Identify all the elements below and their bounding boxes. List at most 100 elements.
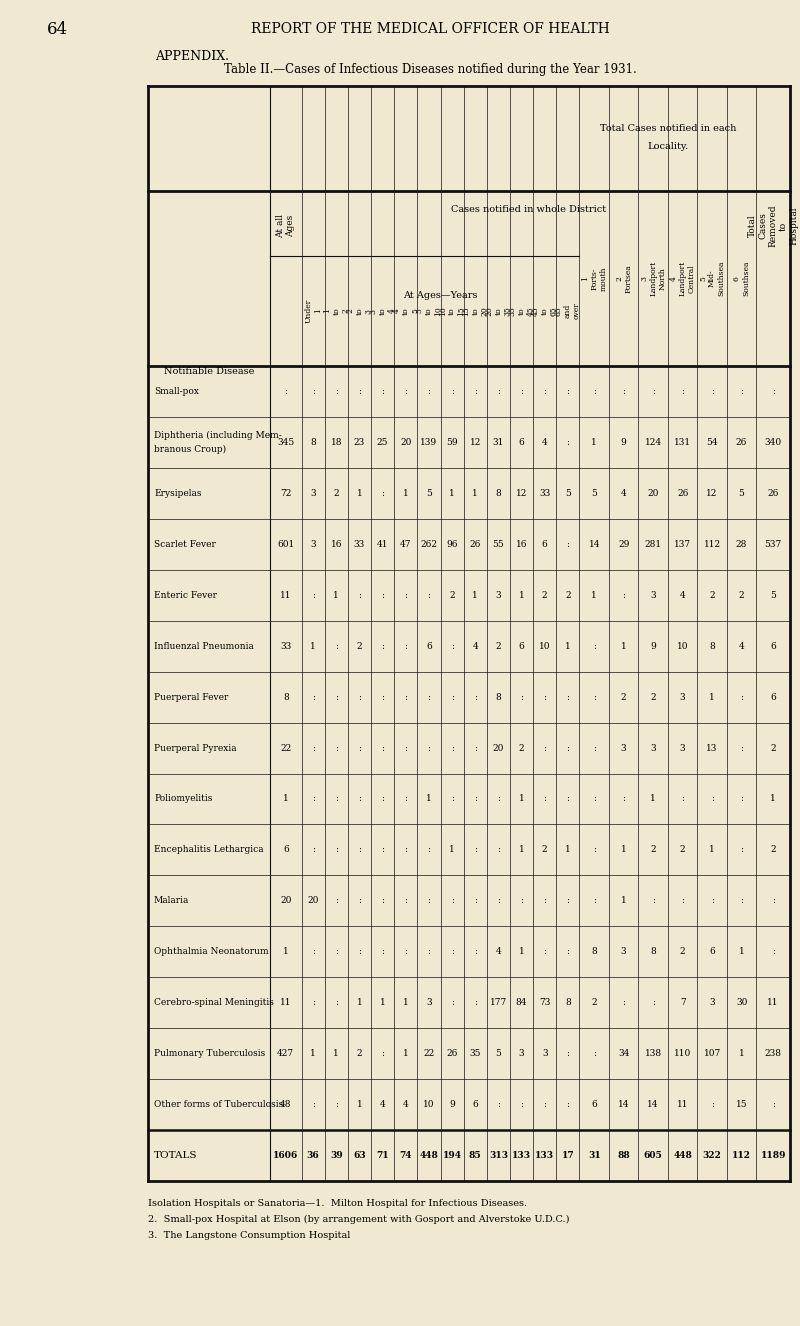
Text: Influenzal Pneumonia: Influenzal Pneumonia xyxy=(154,642,254,651)
Text: 5: 5 xyxy=(495,1049,502,1058)
Text: 15: 15 xyxy=(736,1101,747,1109)
Text: :: : xyxy=(312,1101,314,1109)
Text: 5
to
10: 5 to 10 xyxy=(416,306,442,316)
Text: 6: 6 xyxy=(518,642,525,651)
Text: 33: 33 xyxy=(354,540,365,549)
Text: :: : xyxy=(312,947,314,956)
Text: :: : xyxy=(450,794,454,804)
Text: :: : xyxy=(543,744,546,753)
Text: 3.  The Langstone Consumption Hospital: 3. The Langstone Consumption Hospital xyxy=(148,1231,350,1240)
Text: 4: 4 xyxy=(738,642,745,651)
Text: 63: 63 xyxy=(353,1151,366,1160)
Text: :: : xyxy=(543,387,546,396)
Text: 340: 340 xyxy=(765,438,782,447)
Text: 4: 4 xyxy=(542,438,548,447)
Text: :: : xyxy=(681,387,684,396)
Text: 1: 1 xyxy=(403,998,409,1008)
Text: 6: 6 xyxy=(591,1101,597,1109)
Text: 3: 3 xyxy=(518,1049,524,1058)
Text: 59: 59 xyxy=(446,438,458,447)
Text: :: : xyxy=(543,896,546,906)
Text: 448: 448 xyxy=(419,1151,438,1160)
Text: 1: 1 xyxy=(357,489,362,497)
Text: 31: 31 xyxy=(493,438,504,447)
Text: :: : xyxy=(622,387,625,396)
Text: 8: 8 xyxy=(495,489,502,497)
Text: 11: 11 xyxy=(280,998,291,1008)
Text: 3: 3 xyxy=(496,590,502,599)
Text: 9: 9 xyxy=(621,438,626,447)
Text: 1: 1 xyxy=(357,1101,362,1109)
Text: 124: 124 xyxy=(645,438,662,447)
Text: 4: 4 xyxy=(380,1101,386,1109)
Text: 313: 313 xyxy=(489,1151,508,1160)
Text: :: : xyxy=(740,387,743,396)
Text: :: : xyxy=(520,387,523,396)
Text: REPORT OF THE MEDICAL OFFICER OF HEALTH: REPORT OF THE MEDICAL OFFICER OF HEALTH xyxy=(250,23,610,36)
Text: 138: 138 xyxy=(645,1049,662,1058)
Text: 20
to
35: 20 to 35 xyxy=(486,306,512,316)
Text: 10: 10 xyxy=(423,1101,434,1109)
Text: :: : xyxy=(427,692,430,701)
Text: :: : xyxy=(474,846,477,854)
Text: :: : xyxy=(404,794,407,804)
Text: 48: 48 xyxy=(280,1101,291,1109)
Text: :: : xyxy=(381,642,384,651)
Text: 1: 1 xyxy=(403,489,409,497)
Text: :: : xyxy=(652,387,654,396)
Text: :: : xyxy=(312,744,314,753)
Text: 1: 1 xyxy=(518,590,525,599)
Text: 9: 9 xyxy=(650,642,656,651)
Text: 39: 39 xyxy=(330,1151,342,1160)
Text: 1
to
2: 1 to 2 xyxy=(323,308,350,314)
Text: :: : xyxy=(404,744,407,753)
Text: :: : xyxy=(566,692,570,701)
Text: :: : xyxy=(566,540,570,549)
Text: 1: 1 xyxy=(621,896,626,906)
Text: 18: 18 xyxy=(330,438,342,447)
Text: Enteric Fever: Enteric Fever xyxy=(154,590,217,599)
Text: 54: 54 xyxy=(706,438,718,447)
Text: 1: 1 xyxy=(518,794,525,804)
Text: 14: 14 xyxy=(618,1101,630,1109)
Text: 26: 26 xyxy=(470,540,481,549)
Text: Small-pox: Small-pox xyxy=(154,387,199,396)
Text: 14: 14 xyxy=(647,1101,659,1109)
Text: 177: 177 xyxy=(490,998,507,1008)
Text: :: : xyxy=(427,387,430,396)
Text: 16: 16 xyxy=(330,540,342,549)
Text: :: : xyxy=(381,1049,384,1058)
Text: :: : xyxy=(335,846,338,854)
Text: :: : xyxy=(474,744,477,753)
Text: 29: 29 xyxy=(618,540,630,549)
Text: :: : xyxy=(622,794,625,804)
Text: :: : xyxy=(593,387,596,396)
Text: 3: 3 xyxy=(680,692,686,701)
Text: 3: 3 xyxy=(650,590,656,599)
Text: :: : xyxy=(450,744,454,753)
Text: 26: 26 xyxy=(736,438,747,447)
Text: 2: 2 xyxy=(357,1049,362,1058)
Text: 1: 1 xyxy=(710,846,715,854)
Text: 2: 2 xyxy=(738,590,744,599)
Text: 3: 3 xyxy=(650,744,656,753)
Text: :: : xyxy=(622,590,625,599)
Text: :: : xyxy=(450,998,454,1008)
Text: :: : xyxy=(381,744,384,753)
Text: :: : xyxy=(335,794,338,804)
Text: :: : xyxy=(312,998,314,1008)
Text: :: : xyxy=(381,846,384,854)
Text: Ophthalmia Neonatorum: Ophthalmia Neonatorum xyxy=(154,947,269,956)
Text: 5: 5 xyxy=(738,489,745,497)
Text: :: : xyxy=(450,642,454,651)
Text: :: : xyxy=(312,590,314,599)
Text: 74: 74 xyxy=(399,1151,412,1160)
Text: :: : xyxy=(450,947,454,956)
Text: Malaria: Malaria xyxy=(154,896,190,906)
Text: 2: 2 xyxy=(357,642,362,651)
Text: 34: 34 xyxy=(618,1049,630,1058)
Text: 3
Landport
North: 3 Landport North xyxy=(640,261,666,296)
Text: 537: 537 xyxy=(765,540,782,549)
Text: Under
1: Under 1 xyxy=(305,298,322,324)
Text: :: : xyxy=(335,642,338,651)
